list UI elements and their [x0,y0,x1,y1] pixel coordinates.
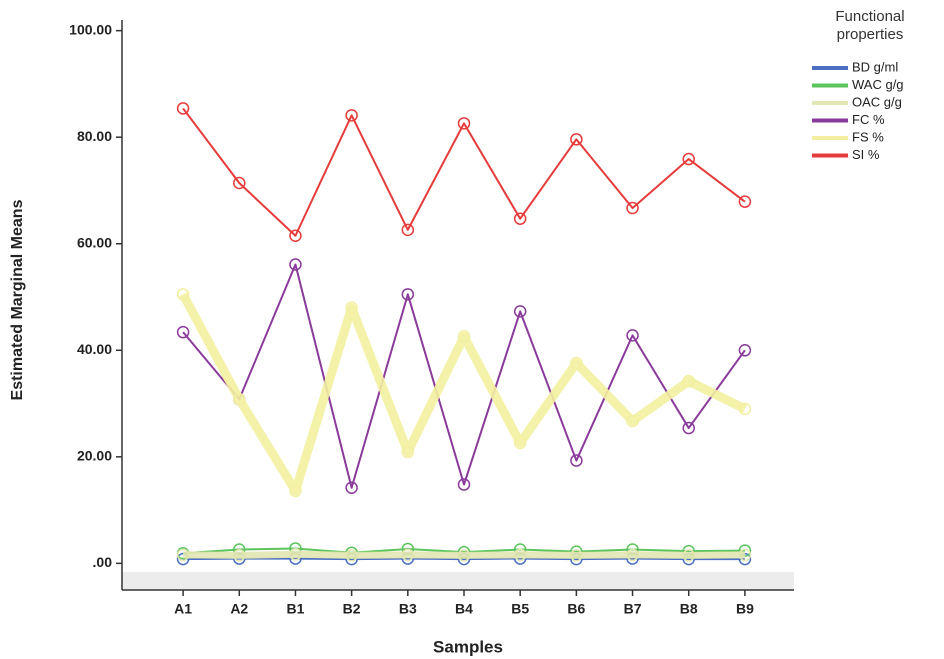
y-tick-label: 20.00 [77,448,112,464]
point-marker [457,478,471,491]
point-marker [401,288,415,301]
y-tick-label: .00 [93,554,113,570]
point-marker [289,484,302,498]
point-marker [513,305,527,318]
point-marker [738,552,752,566]
x-tick-label: B8 [680,601,698,617]
point-marker [682,152,695,166]
point-marker [176,288,190,301]
series-line [182,263,746,489]
point-marker [457,549,471,562]
point-marker [176,325,190,339]
y-tick-label: 100.00 [69,21,112,37]
x-tick-label: B1 [287,601,305,617]
legend-label: FS % [852,129,884,144]
x-tick-label: B7 [624,601,642,617]
point-marker [345,549,358,562]
point-marker [738,548,752,562]
point-marker [289,548,302,561]
point-marker [457,330,471,343]
x-tick-label: B9 [736,601,754,617]
point-marker [738,195,752,208]
y-tick-label: 40.00 [77,341,112,357]
point-marker [176,552,190,566]
point-marker [626,548,639,562]
x-tick-label: B3 [399,601,417,617]
point-marker [682,374,695,388]
x-tick-label: B6 [567,601,585,617]
point-marker [570,454,583,467]
series-line [179,292,747,496]
point-marker [738,402,752,416]
y-axis-label: Estimated Marginal Means [9,199,26,400]
point-marker [626,329,639,342]
series-line [182,107,746,237]
point-marker [513,436,527,450]
point-marker [345,481,358,494]
point-marker [401,548,415,562]
point-marker [401,445,415,459]
point-marker [233,176,246,190]
legend-label: BD g/ml [852,59,898,74]
legend-label: SI % [852,147,880,162]
baseline-band [122,572,794,590]
legend-label: WAC g/g [852,77,904,92]
point-marker [570,549,583,562]
y-tick-label: 60.00 [77,234,112,250]
point-marker [626,414,639,428]
point-marker [626,201,639,215]
series-line [183,557,745,561]
legend-label: FC % [852,112,885,127]
x-tick-label: B5 [511,601,529,617]
point-marker [176,548,190,562]
legend-label: OAC g/g [852,94,902,109]
x-tick-label: B2 [343,601,361,617]
point-marker [401,223,415,237]
point-marker [738,344,752,357]
point-marker [570,133,583,146]
point-marker [682,421,695,435]
x-axis-label: Samples [433,637,503,656]
point-marker [233,393,246,406]
point-marker [345,109,358,122]
point-marker [289,258,302,271]
x-tick-label: A2 [230,601,248,617]
point-marker [176,102,190,115]
legend-title: Functional properties [835,8,905,43]
point-marker [457,117,471,130]
point-marker [682,549,695,562]
point-marker [513,548,527,562]
x-tick-label: A1 [174,601,192,617]
y-tick-label: 80.00 [77,128,112,144]
point-marker [345,301,358,314]
point-marker [233,549,246,562]
point-marker [513,212,527,225]
x-tick-label: B4 [455,601,473,617]
point-marker [289,229,302,242]
series-line [183,550,745,559]
point-marker [570,356,583,370]
